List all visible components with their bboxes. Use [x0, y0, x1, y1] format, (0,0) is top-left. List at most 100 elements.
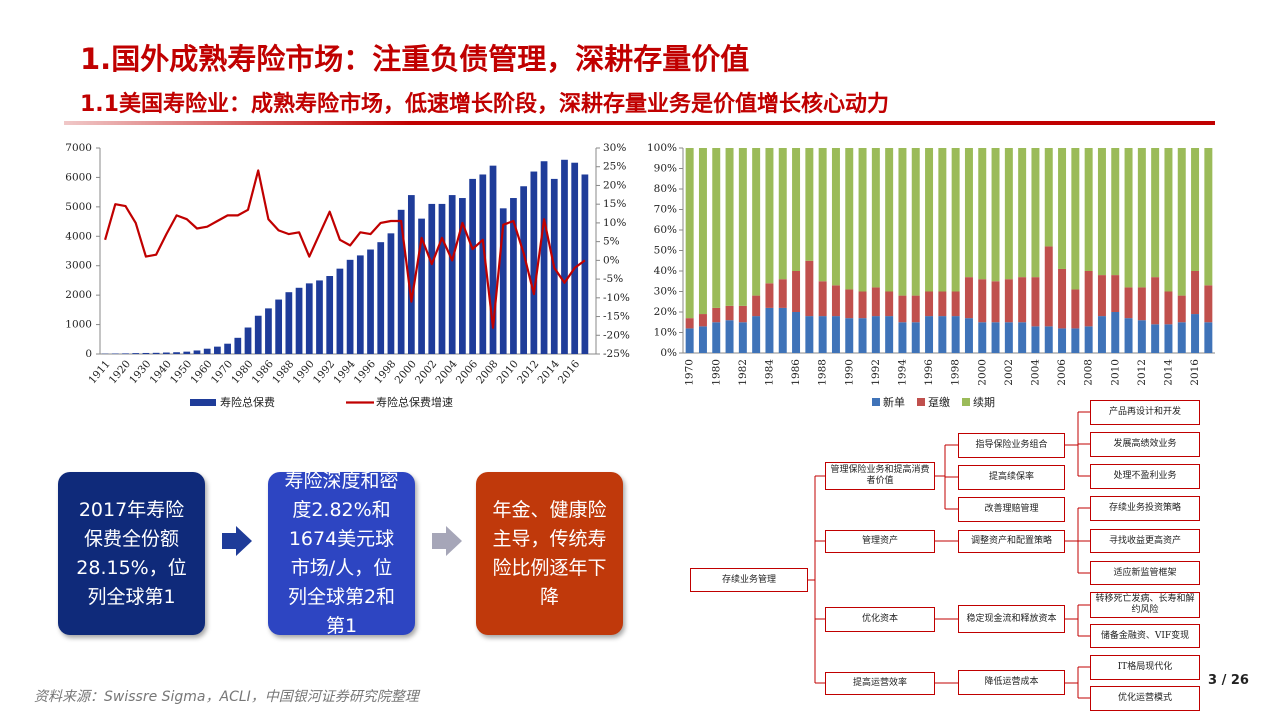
bar — [428, 203, 436, 354]
bar-segment — [1044, 326, 1053, 353]
bar — [254, 315, 262, 354]
bar-segment — [738, 148, 747, 306]
bar — [397, 209, 405, 354]
x-tick-label: 1940 — [148, 358, 174, 386]
tree-node: 储备金融资、VIF变现 — [1090, 624, 1200, 648]
bar-segment — [818, 281, 827, 317]
bar-segment — [951, 148, 960, 292]
bar-segment — [818, 316, 827, 353]
bar — [367, 249, 374, 354]
bar-segment — [885, 148, 894, 292]
tree-node: 管理资产 — [825, 530, 935, 553]
x-tick-label: 1911 — [86, 358, 112, 386]
legend-label: 趸缴 — [928, 395, 950, 409]
bar-segment — [805, 148, 814, 261]
bar-segment — [978, 279, 987, 323]
bar-segment — [1124, 287, 1133, 319]
x-tick-label: 2008 — [474, 358, 500, 386]
bar — [265, 308, 272, 354]
bar-segment — [1084, 326, 1093, 353]
bar-segment — [1164, 148, 1173, 292]
line — [104, 169, 586, 329]
bar — [530, 171, 538, 354]
x-tick-label: 1988 — [817, 359, 829, 386]
bar-segment — [1084, 148, 1093, 271]
bar-segment — [1111, 275, 1120, 312]
bar-segment — [1031, 326, 1040, 353]
bar-segment — [1058, 328, 1067, 353]
tree-node: 调整资产和配置策略 — [958, 530, 1065, 553]
bar-segment — [712, 322, 721, 353]
bar-segment — [871, 316, 880, 353]
bar — [336, 268, 344, 354]
y-tick-label: 90% — [654, 163, 677, 175]
bar — [459, 198, 466, 354]
tree-node: IT格局现代化 — [1090, 655, 1200, 680]
bar-segment — [964, 148, 973, 278]
bar — [479, 174, 487, 354]
bar-segment — [1204, 322, 1213, 353]
bar — [356, 255, 364, 354]
bar-segment — [1097, 148, 1106, 276]
y-tick-label: 7000 — [65, 142, 92, 154]
bar-segment — [964, 318, 973, 353]
bar-segment — [938, 316, 947, 353]
y2-tick-label: 5% — [603, 236, 620, 248]
bar-segment — [1177, 295, 1186, 323]
legend-swatch — [872, 398, 880, 406]
x-tick-label: 1950 — [168, 358, 194, 386]
bar-segment — [1191, 314, 1200, 353]
bar-segment — [1058, 268, 1067, 329]
bar-segment — [951, 316, 960, 353]
bar-segment — [765, 307, 774, 353]
bar-segment — [792, 312, 801, 353]
y-tick-label: 20% — [654, 306, 677, 318]
bar-segment — [858, 148, 867, 292]
bar-segment — [1018, 148, 1027, 278]
bar-segment — [925, 316, 934, 353]
bar — [152, 352, 160, 354]
x-tick-label: 2014 — [535, 358, 562, 386]
bar — [285, 292, 293, 354]
bar-segment — [898, 322, 907, 353]
x-tick-label: 2010 — [495, 358, 521, 386]
bar-segment — [1071, 289, 1080, 329]
y-tick-label: 3000 — [65, 260, 92, 272]
bar-segment — [778, 307, 787, 353]
bar-segment — [1018, 322, 1027, 353]
bar-segment — [805, 260, 814, 317]
tree-node: 产品再设计和开发 — [1090, 400, 1200, 425]
bar-segment — [911, 322, 920, 353]
bar-segment — [831, 285, 840, 317]
bar-segment — [1151, 324, 1160, 353]
bar — [407, 195, 415, 354]
bar — [581, 174, 589, 354]
y2-tick-label: 30% — [603, 142, 626, 154]
bar-segment — [738, 322, 747, 353]
source-note: 资料来源：Swissre Sigma，ACLI，中国银河证券研究院整理 — [34, 689, 419, 705]
bar — [489, 165, 497, 354]
bar — [438, 203, 446, 354]
legend-swatch — [962, 398, 970, 406]
x-tick-label: 1990 — [843, 359, 855, 386]
x-tick-label: 1998 — [950, 359, 962, 386]
bar-segment — [991, 148, 1000, 282]
bar-segment — [1031, 148, 1040, 278]
tree-connectors — [808, 411, 1090, 699]
x-tick-label: 2004 — [433, 358, 460, 386]
y2-tick-label: 25% — [603, 161, 626, 173]
bar-segment — [1031, 277, 1040, 327]
x-tick-label: 1998 — [372, 358, 398, 386]
bar-segment — [698, 148, 707, 315]
x-tick-label: 2010 — [1109, 359, 1121, 386]
y-tick-label: 2000 — [65, 289, 92, 301]
bar-segment — [831, 316, 840, 353]
tree-node: 优化运营模式 — [1090, 686, 1200, 711]
y2-tick-label: -25% — [603, 348, 630, 360]
bar-segment — [778, 148, 787, 280]
bar-segment — [938, 291, 947, 317]
bar-segment — [845, 148, 854, 290]
bar-segment — [871, 287, 880, 317]
bar-segment — [911, 295, 920, 323]
